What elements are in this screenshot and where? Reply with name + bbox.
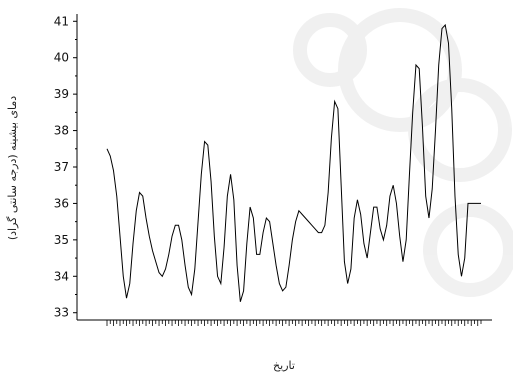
- y-tick-label: 33: [54, 306, 69, 320]
- x-axis-title: تاریخ: [273, 359, 295, 372]
- y-tick-label: 39: [54, 87, 69, 101]
- y-tick-label: 41: [54, 14, 69, 28]
- y-ticks: 33 34 35 36 37 38 39 40 41: [54, 14, 77, 320]
- y-tick-label: 35: [54, 233, 69, 247]
- series-line: [106, 23, 481, 302]
- watermark-ornament: [293, 8, 513, 297]
- y-axis-title: دمای بیشینه (درجه سانتی گراد): [6, 96, 19, 240]
- x-ticks: [106, 320, 482, 326]
- y-tick-label: 37: [54, 160, 69, 174]
- y-tick-label: 36: [54, 196, 69, 210]
- y-tick-label: 38: [54, 124, 69, 138]
- y-tick-label: 40: [54, 51, 69, 65]
- y-tick-label: 34: [54, 269, 69, 283]
